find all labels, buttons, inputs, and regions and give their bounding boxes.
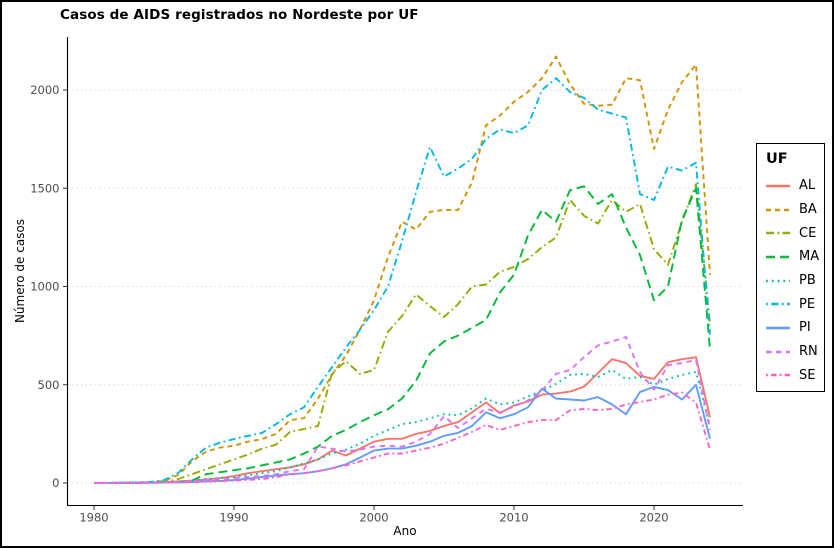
x-tick-label: 2020 (639, 511, 668, 525)
legend-key-CE-icon (766, 231, 790, 235)
legend-entry-RN: RN (766, 340, 824, 364)
legend-label-PE: PE (799, 296, 816, 312)
y-tick-label: 2000 (30, 83, 59, 97)
legend-label-PI: PI (799, 320, 811, 336)
legend-key-BA-icon (766, 208, 790, 211)
legend-key-PI-icon (766, 326, 790, 330)
legend-entry-SE: SE (766, 364, 824, 388)
x-tick-label: 2010 (499, 511, 528, 525)
legend-entry-PI: PI (766, 316, 824, 340)
legend-entry-PB: PB (766, 269, 824, 293)
legend-entry-PE: PE (766, 292, 824, 316)
series-line-AL (94, 356, 711, 484)
legend-entry-BA: BA (766, 198, 824, 222)
x-tick-label: 1980 (79, 511, 108, 525)
legend-key-PE-icon (766, 302, 790, 306)
x-tick-label: 1990 (219, 511, 248, 525)
y-tick-label: 1500 (30, 181, 59, 195)
series-line-BA (94, 55, 711, 484)
series-line-CE (94, 183, 711, 484)
series-line-SE (94, 391, 711, 484)
legend-key-SE-icon (766, 374, 790, 377)
legend-rows: AL BA CE MA PB PE PI RN SE (766, 174, 824, 387)
y-tick-label: 500 (38, 378, 60, 392)
y-tick-label: 1000 (30, 280, 59, 294)
legend-key-RN-icon (766, 350, 790, 353)
legend-key-MA-icon (766, 255, 790, 259)
legend-label-PB: PB (799, 273, 816, 289)
y-tick-label: 0 (52, 476, 59, 490)
legend-key-AL-icon (766, 184, 790, 188)
x-axis-title: Ano (393, 524, 417, 538)
legend-title: UF (766, 151, 788, 167)
legend-label-MA: MA (799, 249, 820, 265)
series-line-RN (94, 336, 711, 484)
legend-key-PB-icon (766, 279, 790, 282)
legend-entry-AL: AL (766, 174, 824, 198)
legend-entry-MA: MA (766, 245, 824, 269)
legend: UF AL BA CE MA PB PE PI RN SE (756, 143, 825, 392)
series-line-PE (94, 77, 711, 484)
y-axis-title: Número de casos (13, 218, 27, 324)
legend-label-AL: AL (799, 178, 816, 194)
legend-entry-CE: CE (766, 221, 824, 245)
series-line-MA (94, 185, 711, 484)
x-tick-label: 2000 (359, 511, 388, 525)
legend-label-RN: RN (799, 344, 818, 360)
series-line-PB (94, 369, 711, 484)
legend-label-BA: BA (799, 202, 817, 218)
legend-label-SE: SE (799, 367, 816, 383)
chart-title: Casos de AIDS registrados no Nordeste po… (60, 7, 419, 23)
legend-label-CE: CE (799, 225, 817, 241)
